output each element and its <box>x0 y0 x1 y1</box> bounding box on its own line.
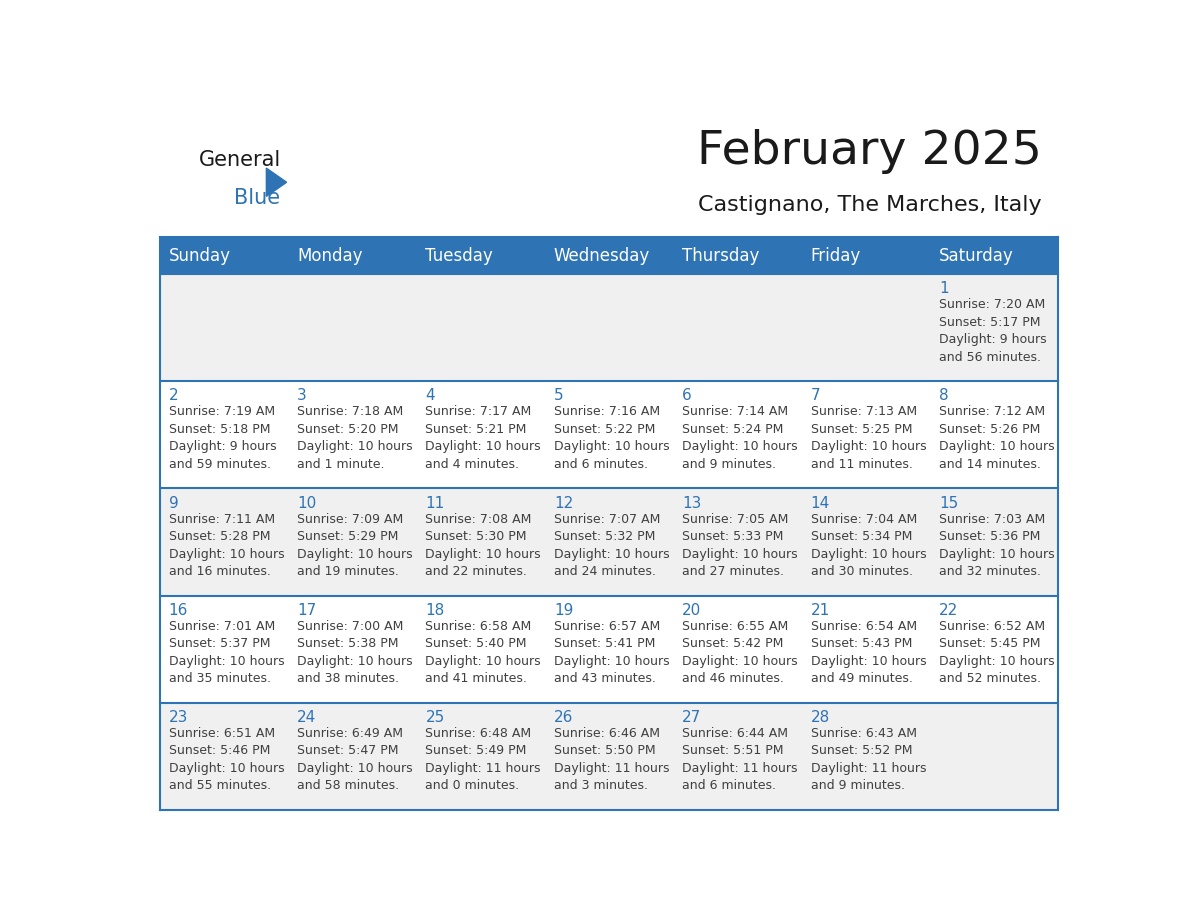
Text: Sunrise: 7:14 AM
Sunset: 5:24 PM
Daylight: 10 hours
and 9 minutes.: Sunrise: 7:14 AM Sunset: 5:24 PM Dayligh… <box>682 406 798 471</box>
Bar <box>159 381 1059 488</box>
Bar <box>159 274 1059 381</box>
Text: 23: 23 <box>169 710 188 725</box>
Text: 28: 28 <box>810 710 830 725</box>
Text: 19: 19 <box>554 603 574 618</box>
Text: Sunrise: 6:57 AM
Sunset: 5:41 PM
Daylight: 10 hours
and 43 minutes.: Sunrise: 6:57 AM Sunset: 5:41 PM Dayligh… <box>554 620 670 685</box>
Text: 14: 14 <box>810 496 830 510</box>
Text: 8: 8 <box>939 388 948 403</box>
Text: General: General <box>200 151 282 170</box>
Text: Sunday: Sunday <box>169 247 230 264</box>
Text: Sunrise: 6:54 AM
Sunset: 5:43 PM
Daylight: 10 hours
and 49 minutes.: Sunrise: 6:54 AM Sunset: 5:43 PM Dayligh… <box>810 620 927 685</box>
Text: 2: 2 <box>169 388 178 403</box>
Bar <box>159 596 1059 703</box>
Text: 13: 13 <box>682 496 702 510</box>
Text: Castignano, The Marches, Italy: Castignano, The Marches, Italy <box>699 195 1042 215</box>
Text: 1: 1 <box>939 281 948 297</box>
Text: 16: 16 <box>169 603 188 618</box>
Text: Sunrise: 7:11 AM
Sunset: 5:28 PM
Daylight: 10 hours
and 16 minutes.: Sunrise: 7:11 AM Sunset: 5:28 PM Dayligh… <box>169 512 284 578</box>
Text: 3: 3 <box>297 388 307 403</box>
Text: 11: 11 <box>425 496 444 510</box>
Text: Sunrise: 6:46 AM
Sunset: 5:50 PM
Daylight: 11 hours
and 3 minutes.: Sunrise: 6:46 AM Sunset: 5:50 PM Dayligh… <box>554 727 669 792</box>
Text: Sunrise: 7:03 AM
Sunset: 5:36 PM
Daylight: 10 hours
and 32 minutes.: Sunrise: 7:03 AM Sunset: 5:36 PM Dayligh… <box>939 512 1055 578</box>
Text: Sunrise: 7:05 AM
Sunset: 5:33 PM
Daylight: 10 hours
and 27 minutes.: Sunrise: 7:05 AM Sunset: 5:33 PM Dayligh… <box>682 512 798 578</box>
Text: Sunrise: 7:01 AM
Sunset: 5:37 PM
Daylight: 10 hours
and 35 minutes.: Sunrise: 7:01 AM Sunset: 5:37 PM Dayligh… <box>169 620 284 685</box>
Text: Sunrise: 7:04 AM
Sunset: 5:34 PM
Daylight: 10 hours
and 30 minutes.: Sunrise: 7:04 AM Sunset: 5:34 PM Dayligh… <box>810 512 927 578</box>
Text: Sunrise: 6:52 AM
Sunset: 5:45 PM
Daylight: 10 hours
and 52 minutes.: Sunrise: 6:52 AM Sunset: 5:45 PM Dayligh… <box>939 620 1055 685</box>
Text: Sunrise: 7:18 AM
Sunset: 5:20 PM
Daylight: 10 hours
and 1 minute.: Sunrise: 7:18 AM Sunset: 5:20 PM Dayligh… <box>297 406 412 471</box>
Text: Sunrise: 7:19 AM
Sunset: 5:18 PM
Daylight: 9 hours
and 59 minutes.: Sunrise: 7:19 AM Sunset: 5:18 PM Dayligh… <box>169 406 277 471</box>
Text: Sunrise: 7:08 AM
Sunset: 5:30 PM
Daylight: 10 hours
and 22 minutes.: Sunrise: 7:08 AM Sunset: 5:30 PM Dayligh… <box>425 512 541 578</box>
Text: 6: 6 <box>682 388 691 403</box>
Text: Sunrise: 7:20 AM
Sunset: 5:17 PM
Daylight: 9 hours
and 56 minutes.: Sunrise: 7:20 AM Sunset: 5:17 PM Dayligh… <box>939 298 1047 364</box>
Text: 21: 21 <box>810 603 830 618</box>
Text: 10: 10 <box>297 496 316 510</box>
Text: Sunrise: 6:58 AM
Sunset: 5:40 PM
Daylight: 10 hours
and 41 minutes.: Sunrise: 6:58 AM Sunset: 5:40 PM Dayligh… <box>425 620 541 685</box>
Text: 24: 24 <box>297 710 316 725</box>
Text: 18: 18 <box>425 603 444 618</box>
Bar <box>159 703 1059 810</box>
Bar <box>159 488 1059 596</box>
Text: 9: 9 <box>169 496 178 510</box>
Text: February 2025: February 2025 <box>696 129 1042 174</box>
Polygon shape <box>266 168 286 196</box>
Text: Sunrise: 7:00 AM
Sunset: 5:38 PM
Daylight: 10 hours
and 38 minutes.: Sunrise: 7:00 AM Sunset: 5:38 PM Dayligh… <box>297 620 412 685</box>
Text: Sunrise: 6:48 AM
Sunset: 5:49 PM
Daylight: 11 hours
and 0 minutes.: Sunrise: 6:48 AM Sunset: 5:49 PM Dayligh… <box>425 727 541 792</box>
Text: Sunrise: 7:17 AM
Sunset: 5:21 PM
Daylight: 10 hours
and 4 minutes.: Sunrise: 7:17 AM Sunset: 5:21 PM Dayligh… <box>425 406 541 471</box>
Bar <box>159 238 1059 274</box>
Text: 27: 27 <box>682 710 701 725</box>
Text: Friday: Friday <box>810 247 861 264</box>
Text: Blue: Blue <box>234 187 280 207</box>
Text: 22: 22 <box>939 603 959 618</box>
Text: Tuesday: Tuesday <box>425 247 493 264</box>
Text: Sunrise: 6:49 AM
Sunset: 5:47 PM
Daylight: 10 hours
and 58 minutes.: Sunrise: 6:49 AM Sunset: 5:47 PM Dayligh… <box>297 727 412 792</box>
Text: Sunrise: 6:55 AM
Sunset: 5:42 PM
Daylight: 10 hours
and 46 minutes.: Sunrise: 6:55 AM Sunset: 5:42 PM Dayligh… <box>682 620 798 685</box>
Text: Sunrise: 6:43 AM
Sunset: 5:52 PM
Daylight: 11 hours
and 9 minutes.: Sunrise: 6:43 AM Sunset: 5:52 PM Dayligh… <box>810 727 927 792</box>
Text: Sunrise: 7:12 AM
Sunset: 5:26 PM
Daylight: 10 hours
and 14 minutes.: Sunrise: 7:12 AM Sunset: 5:26 PM Dayligh… <box>939 406 1055 471</box>
Text: 20: 20 <box>682 603 701 618</box>
Text: 17: 17 <box>297 603 316 618</box>
Text: 4: 4 <box>425 388 435 403</box>
Text: Sunrise: 7:09 AM
Sunset: 5:29 PM
Daylight: 10 hours
and 19 minutes.: Sunrise: 7:09 AM Sunset: 5:29 PM Dayligh… <box>297 512 412 578</box>
Text: Sunrise: 7:13 AM
Sunset: 5:25 PM
Daylight: 10 hours
and 11 minutes.: Sunrise: 7:13 AM Sunset: 5:25 PM Dayligh… <box>810 406 927 471</box>
Text: 15: 15 <box>939 496 959 510</box>
Text: Saturday: Saturday <box>939 247 1013 264</box>
Text: 5: 5 <box>554 388 563 403</box>
Text: 26: 26 <box>554 710 574 725</box>
Text: Monday: Monday <box>297 247 362 264</box>
Text: Sunrise: 6:51 AM
Sunset: 5:46 PM
Daylight: 10 hours
and 55 minutes.: Sunrise: 6:51 AM Sunset: 5:46 PM Dayligh… <box>169 727 284 792</box>
Text: Thursday: Thursday <box>682 247 759 264</box>
Text: Wednesday: Wednesday <box>554 247 650 264</box>
Text: Sunrise: 7:07 AM
Sunset: 5:32 PM
Daylight: 10 hours
and 24 minutes.: Sunrise: 7:07 AM Sunset: 5:32 PM Dayligh… <box>554 512 670 578</box>
Text: Sunrise: 6:44 AM
Sunset: 5:51 PM
Daylight: 11 hours
and 6 minutes.: Sunrise: 6:44 AM Sunset: 5:51 PM Dayligh… <box>682 727 798 792</box>
Text: 25: 25 <box>425 710 444 725</box>
Text: Sunrise: 7:16 AM
Sunset: 5:22 PM
Daylight: 10 hours
and 6 minutes.: Sunrise: 7:16 AM Sunset: 5:22 PM Dayligh… <box>554 406 670 471</box>
Text: 12: 12 <box>554 496 573 510</box>
Text: 7: 7 <box>810 388 820 403</box>
